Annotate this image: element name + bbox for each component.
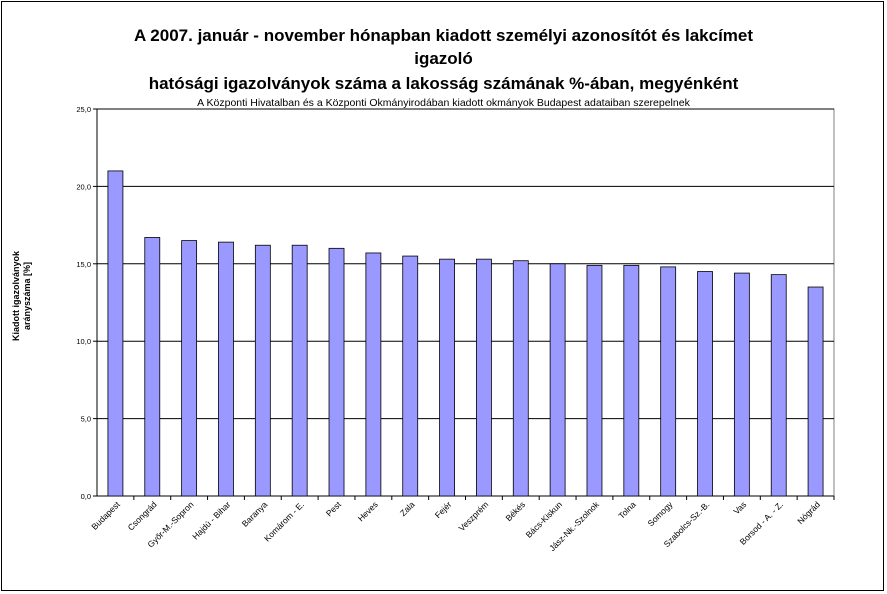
bar <box>365 252 382 497</box>
bar <box>549 263 566 497</box>
x-tick-label: Zala <box>398 499 417 518</box>
bar <box>807 286 824 497</box>
bar <box>660 266 677 497</box>
x-tick-label: Csongrád <box>126 499 159 532</box>
bar <box>291 244 308 497</box>
y-tick-label: 15,0 <box>76 260 91 269</box>
x-tick-label: Baranya <box>240 499 270 529</box>
x-tick-label: Heves <box>356 499 380 523</box>
x-tick-label: Tolna <box>616 499 638 521</box>
bar <box>586 264 603 497</box>
bar <box>218 241 234 497</box>
bar <box>254 244 271 497</box>
bar <box>181 240 198 497</box>
y-tick-label: 25,0 <box>76 105 91 114</box>
y-tick-label: 20,0 <box>76 182 91 191</box>
bar <box>328 247 345 497</box>
y-tick-label: 5,0 <box>81 415 91 424</box>
y-tick-label: 0,0 <box>81 492 91 501</box>
chart-subtitle: A Központi Hivatalban és a Központi Okmá… <box>197 97 690 109</box>
x-tick-label: Budapest <box>89 499 122 532</box>
plot-area <box>96 108 835 497</box>
chart-title-line-2: igazoló <box>414 49 473 68</box>
bar <box>402 255 419 497</box>
chart-title-line-3: hatósági igazolványok száma a lakosság s… <box>148 74 739 93</box>
x-tick-label: Nógrád <box>795 499 822 526</box>
bar <box>107 170 124 497</box>
x-tick-label: Somogy <box>645 499 675 529</box>
bar <box>512 260 529 497</box>
bar <box>623 264 640 497</box>
x-tick-label: Vas <box>731 499 748 516</box>
bar <box>697 271 713 497</box>
x-tick-label: Békés <box>503 499 527 523</box>
bar <box>770 274 787 497</box>
x-tick-label: Fejér <box>433 499 454 520</box>
bar <box>144 237 161 497</box>
bar <box>733 272 750 497</box>
x-tick-label: Veszprém <box>457 499 491 533</box>
bar <box>476 258 492 497</box>
chart-title-line-1: A 2007. január - november hónapban kiado… <box>133 26 754 45</box>
bar <box>439 258 455 497</box>
y-tick-label: 10,0 <box>76 337 91 346</box>
x-tick-label: Hajdú - Bihar <box>190 499 232 541</box>
x-tick-label: Pest <box>324 499 344 519</box>
